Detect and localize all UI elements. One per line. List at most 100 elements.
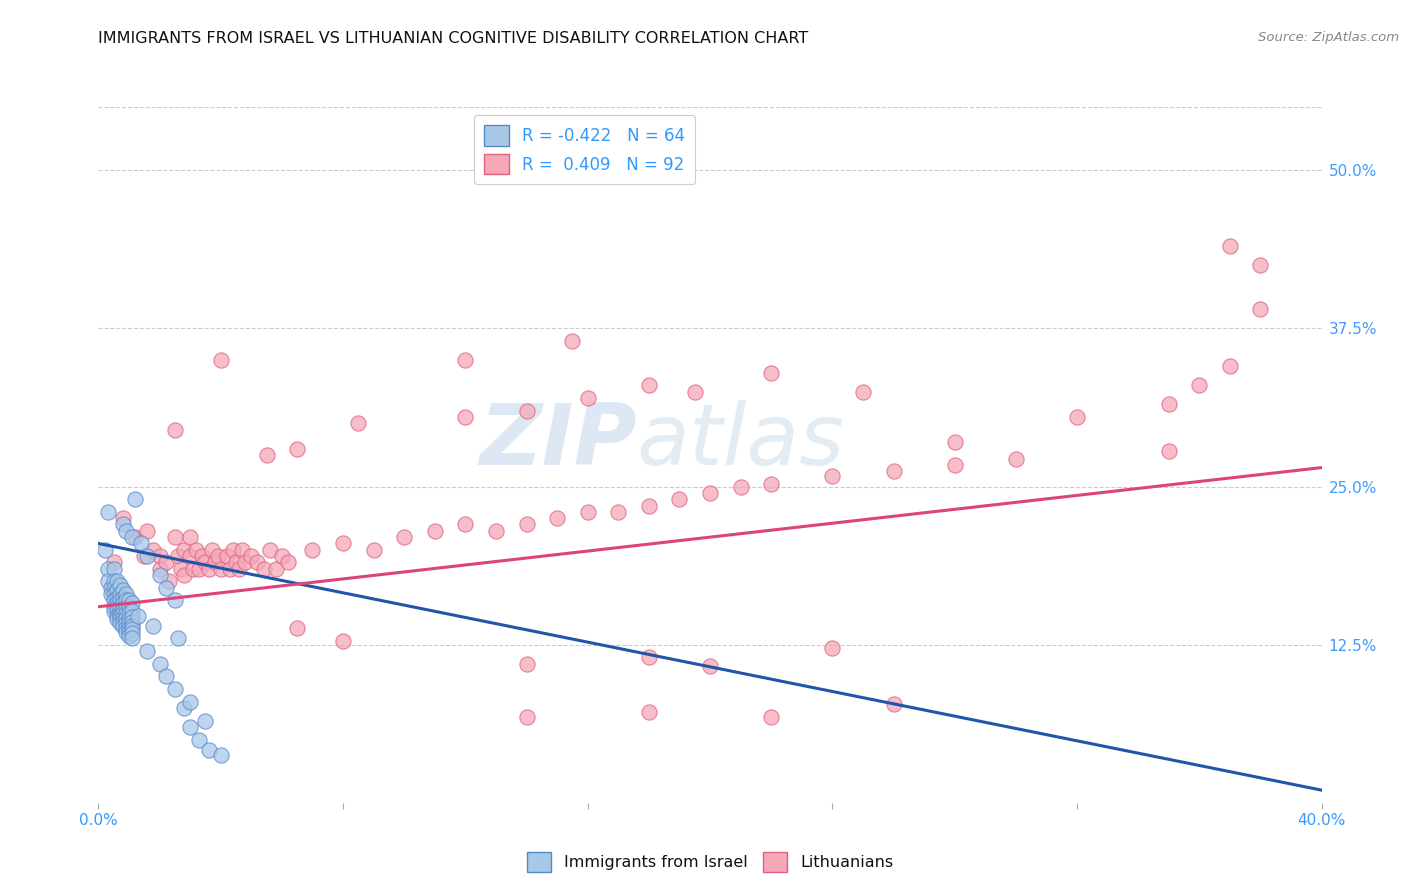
Point xyxy=(121,623,143,637)
Point xyxy=(105,574,128,589)
Point xyxy=(277,556,299,570)
Point xyxy=(108,599,131,614)
Point xyxy=(124,530,146,544)
Point xyxy=(121,626,143,640)
Point xyxy=(1157,397,1180,411)
Point xyxy=(883,464,905,478)
Legend: Immigrants from Israel, Lithuanians: Immigrants from Israel, Lithuanians xyxy=(520,846,900,879)
Point xyxy=(821,469,844,483)
Point xyxy=(105,596,128,610)
Point xyxy=(332,536,354,550)
Point xyxy=(1249,302,1271,317)
Point xyxy=(121,632,143,646)
Point xyxy=(1157,444,1180,458)
Point xyxy=(1188,378,1211,392)
Point xyxy=(105,599,128,614)
Point xyxy=(167,632,190,646)
Point xyxy=(111,583,134,598)
Point xyxy=(103,587,125,601)
Point xyxy=(1066,409,1088,424)
Point xyxy=(105,583,128,598)
Point xyxy=(111,591,134,605)
Point xyxy=(97,562,120,576)
Point xyxy=(186,542,208,557)
Point xyxy=(561,334,583,348)
Point xyxy=(100,587,122,601)
Point xyxy=(179,530,201,544)
Point xyxy=(264,562,287,576)
Point xyxy=(105,591,128,605)
Point xyxy=(105,608,128,623)
Point xyxy=(111,618,134,632)
Point xyxy=(194,556,217,570)
Point xyxy=(118,625,141,640)
Point xyxy=(121,610,143,624)
Point xyxy=(118,621,141,635)
Point xyxy=(124,492,146,507)
Point xyxy=(173,542,195,557)
Point xyxy=(219,562,242,576)
Point xyxy=(225,556,247,570)
Point xyxy=(103,593,125,607)
Point xyxy=(637,499,661,513)
Point xyxy=(134,549,156,563)
Point xyxy=(121,618,143,632)
Point xyxy=(115,616,138,631)
Point xyxy=(97,505,120,519)
Point xyxy=(173,568,195,582)
Point xyxy=(576,505,599,519)
Point xyxy=(821,641,844,656)
Point xyxy=(454,409,477,424)
Point xyxy=(516,403,538,417)
Point xyxy=(285,442,308,456)
Point xyxy=(115,599,138,614)
Point xyxy=(233,556,256,570)
Point xyxy=(111,615,134,629)
Point xyxy=(179,549,201,563)
Point xyxy=(454,517,477,532)
Point xyxy=(209,562,232,576)
Point xyxy=(188,732,211,747)
Point xyxy=(115,606,138,620)
Point xyxy=(103,556,125,570)
Point xyxy=(121,530,143,544)
Point xyxy=(136,644,159,658)
Point xyxy=(576,391,599,405)
Point xyxy=(332,633,354,648)
Point xyxy=(1219,239,1241,253)
Point xyxy=(111,517,134,532)
Point xyxy=(142,618,165,632)
Point xyxy=(115,611,138,625)
Point xyxy=(173,701,195,715)
Text: ZIP: ZIP xyxy=(479,400,637,483)
Point xyxy=(163,530,186,544)
Point xyxy=(108,616,131,631)
Point xyxy=(668,492,690,507)
Point xyxy=(485,524,508,538)
Point xyxy=(111,611,134,625)
Point xyxy=(118,616,141,631)
Point xyxy=(115,593,138,607)
Point xyxy=(163,423,186,437)
Point xyxy=(108,593,131,607)
Point xyxy=(454,353,477,368)
Point xyxy=(121,596,143,610)
Point xyxy=(108,608,131,623)
Point xyxy=(111,596,134,610)
Point xyxy=(170,562,193,576)
Point xyxy=(883,697,905,711)
Point xyxy=(155,556,177,570)
Point xyxy=(108,587,131,601)
Point xyxy=(111,601,134,615)
Point xyxy=(111,606,134,620)
Point xyxy=(155,581,177,595)
Point xyxy=(115,524,138,538)
Point xyxy=(730,479,752,493)
Point xyxy=(347,417,370,431)
Point xyxy=(188,562,211,576)
Point xyxy=(97,574,120,589)
Point xyxy=(699,659,721,673)
Point xyxy=(516,710,538,724)
Text: atlas: atlas xyxy=(637,400,845,483)
Point xyxy=(1004,451,1026,466)
